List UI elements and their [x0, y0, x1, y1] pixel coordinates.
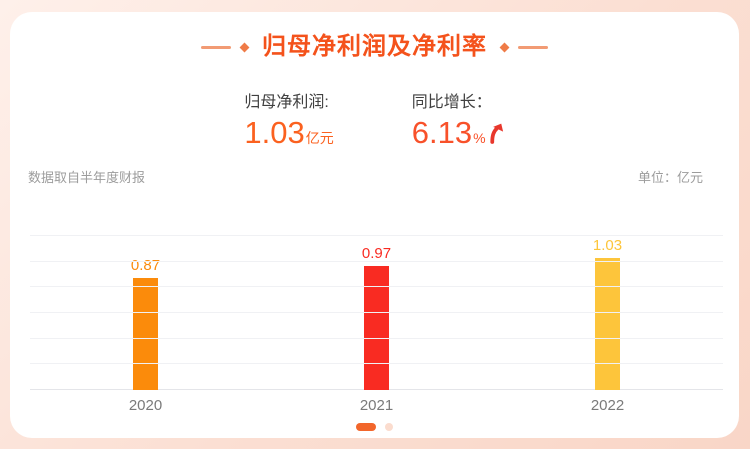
- bar-2022: [595, 257, 620, 390]
- stat-net-profit-label: 归母净利润:: [244, 94, 329, 111]
- section-title: 归母净利润及净利率: [262, 33, 487, 60]
- data-source-note: 数据取自半年度财报: [28, 170, 146, 185]
- stat-yoy-growth-value: 6.13: [411, 115, 473, 150]
- stat-yoy-growth-unit: %: [473, 130, 486, 146]
- stat-net-profit: 归母净利润: 1.03 亿元: [244, 93, 333, 150]
- meta-row: 数据取自半年度财报 单位：亿元: [10, 167, 739, 186]
- bar-chart-plot: 0.87 0.97 1.03: [30, 235, 723, 390]
- stat-yoy-growth: 同比增长： 6.13 %: [412, 93, 505, 150]
- x-tick-label: 2020: [128, 397, 163, 414]
- gridline: [30, 312, 723, 313]
- bar-2021: [364, 265, 389, 390]
- title-deco-line-left: [201, 45, 231, 49]
- profit-card: 归母净利润及净利率 归母净利润: 1.03 亿元 同比增长： 6.13 %: [10, 12, 739, 438]
- title-deco-line-right: [518, 45, 548, 49]
- gridline: [30, 337, 723, 339]
- stat-net-profit-unit: 亿元: [305, 130, 334, 146]
- stat-yoy-growth-label: 同比增长：: [411, 94, 492, 111]
- bar-value-label: 1.03: [592, 236, 623, 254]
- gridline: [30, 235, 723, 236]
- x-axis-labels: 2020 2021 2022: [30, 397, 723, 414]
- pager-dot-active[interactable]: [356, 423, 376, 431]
- bar-value-label: 0.97: [361, 244, 392, 262]
- carousel-pagination: [10, 423, 739, 431]
- gridline: [30, 260, 723, 262]
- title-deco-diamond-left: [239, 42, 250, 52]
- bar-2020: [133, 278, 158, 390]
- bars-row: 0.87 0.97 1.03: [30, 214, 723, 390]
- title-deco-diamond-right: [499, 42, 510, 52]
- trend-up-icon: [489, 123, 503, 144]
- unit-label: 单位：亿元: [637, 170, 703, 185]
- bar-group-2022: 1.03: [492, 214, 723, 390]
- x-tick-label: 2022: [590, 397, 625, 414]
- section-header: 归母净利润及净利率: [10, 12, 739, 61]
- gridline: [30, 363, 723, 365]
- gridline: [30, 286, 723, 288]
- x-tick-label: 2021: [359, 397, 394, 414]
- stat-net-profit-value: 1.03: [244, 115, 305, 150]
- pager-dot[interactable]: [385, 423, 393, 431]
- bar-group-2021: 0.97: [261, 214, 492, 390]
- stats-row: 归母净利润: 1.03 亿元 同比增长： 6.13 %: [10, 93, 739, 150]
